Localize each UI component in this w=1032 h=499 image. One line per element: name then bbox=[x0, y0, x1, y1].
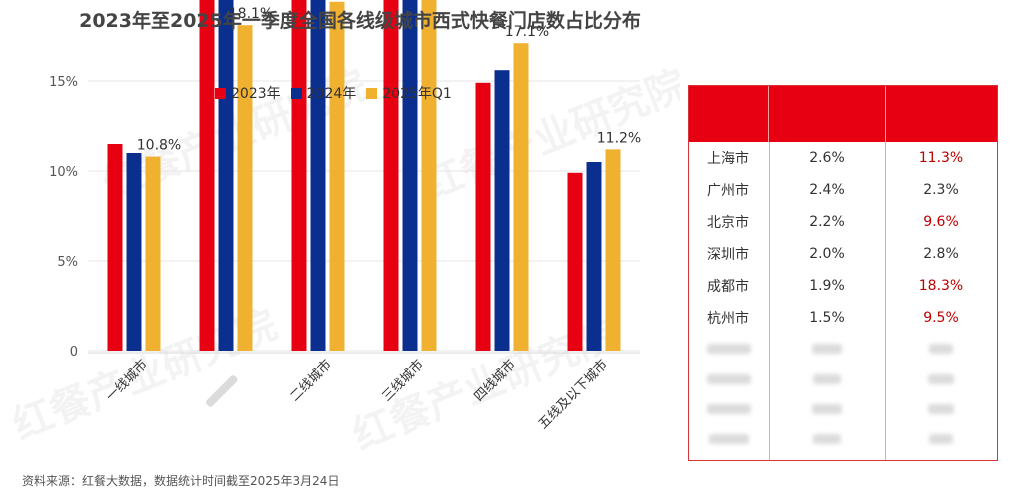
table-body: 上海市 2.6% 11.3% 广州市 2.4% 2.3% 北京市 2.2% 9.6% 深圳市 2.0… bbox=[689, 142, 997, 460]
table-row: 成都市 1.9% 18.3% bbox=[689, 270, 997, 302]
growth-cell: 18.3% bbox=[918, 278, 964, 294]
bar bbox=[291, 0, 307, 351]
table-rows: 上海市 2.6% 11.3% 广州市 2.4% 2.3% 北京市 2.2% 9.6% 深圳市 2.0… bbox=[689, 142, 997, 334]
obscured-rows bbox=[689, 334, 997, 454]
y-tick-label: 15% bbox=[49, 75, 78, 90]
bar bbox=[402, 0, 418, 352]
legend-swatch-2025q1 bbox=[366, 87, 378, 99]
city-cell: 杭州市 bbox=[707, 311, 749, 327]
city-ranking-table: 上海市 2.6% 11.3% 广州市 2.4% 2.3% 北京市 2.2% 9.6% 深圳市 2.0… bbox=[688, 85, 998, 461]
y-axis-ticks: 05%10%15%20% bbox=[49, 75, 78, 360]
legend-label-2023: 2023年 bbox=[231, 86, 281, 102]
table-row: 上海市 2.6% 11.3% bbox=[689, 142, 997, 174]
table-header bbox=[689, 86, 997, 142]
y-tick-label: 0 bbox=[70, 345, 78, 360]
table-row: 北京市 2.2% 9.6% bbox=[689, 206, 997, 238]
source-note: 资料来源：红餐大数据，数据统计时间截至2025年3月24日 bbox=[22, 474, 340, 488]
obscured-label bbox=[206, 375, 238, 407]
obscured-row bbox=[689, 424, 997, 454]
legend-swatch-2024 bbox=[290, 87, 302, 99]
legend-label-2025q1: 2025年Q1 bbox=[382, 86, 452, 102]
city-cell: 北京市 bbox=[707, 215, 749, 231]
growth-cell: 2.8% bbox=[923, 246, 959, 262]
column-divider bbox=[885, 142, 886, 460]
obscured-row bbox=[689, 364, 997, 394]
column-divider bbox=[769, 142, 770, 460]
data-label: 11.2% bbox=[597, 130, 641, 146]
bar bbox=[383, 0, 399, 351]
bars bbox=[107, 0, 621, 352]
bar bbox=[494, 70, 510, 351]
table-header-cell bbox=[886, 86, 997, 142]
city-cell: 深圳市 bbox=[707, 247, 749, 263]
value-cell: 1.5% bbox=[809, 310, 845, 326]
data-label: 10.8% bbox=[137, 138, 181, 154]
table-row: 深圳市 2.0% 2.8% bbox=[689, 238, 997, 270]
bar bbox=[567, 172, 583, 351]
growth-cell: 11.3% bbox=[918, 150, 964, 166]
legend-item-2023: 2023年 bbox=[215, 83, 281, 103]
bar bbox=[126, 153, 142, 351]
obscured-row bbox=[689, 394, 997, 424]
bar bbox=[421, 0, 437, 352]
legend: 2023年 2024年 2025年Q1 bbox=[215, 84, 452, 102]
bar-chart: 红餐产业研究院红餐产业研究院红餐产业研究院红餐产业研究院 05%10%15%20… bbox=[7, 0, 680, 459]
table-row: 广州市 2.4% 2.3% bbox=[689, 174, 997, 206]
bar bbox=[475, 82, 491, 352]
bar bbox=[218, 0, 234, 351]
table-header-cell bbox=[769, 86, 886, 142]
obscured-row bbox=[689, 334, 997, 364]
chart-title: 2023年至2025年一季度全国各线级城市西式快餐门店数占比分布 bbox=[79, 10, 641, 32]
bar bbox=[605, 149, 621, 351]
table-header-cell bbox=[689, 86, 770, 142]
y-tick-label: 5% bbox=[57, 255, 78, 270]
legend-label-2024: 2024年 bbox=[306, 86, 357, 102]
table-row: 杭州市 1.5% 9.5% bbox=[689, 302, 997, 334]
city-cell: 成都市 bbox=[707, 279, 749, 295]
legend-item-2024: 2024年 bbox=[290, 83, 357, 103]
growth-cell: 9.5% bbox=[923, 310, 959, 326]
city-cell: 广州市 bbox=[707, 183, 749, 199]
value-cell: 2.4% bbox=[809, 182, 845, 198]
value-cell: 2.0% bbox=[809, 246, 845, 262]
bar bbox=[237, 25, 253, 351]
bar bbox=[310, 0, 326, 351]
legend-swatch-2023 bbox=[215, 87, 226, 99]
data-label: 18.1% bbox=[229, 6, 273, 22]
legend-item-2025q1: 2025年Q1 bbox=[366, 83, 452, 103]
bar bbox=[513, 43, 529, 351]
data-labels: 10.8%18.1%19.4%23.4%17.1%11.2% bbox=[137, 6, 641, 154]
bar bbox=[199, 0, 215, 352]
x-tick-label: 二线城市 bbox=[287, 357, 335, 405]
growth-cell: 2.3% bbox=[923, 182, 959, 198]
y-tick-label: 10% bbox=[49, 165, 78, 180]
bar bbox=[145, 156, 161, 351]
city-cell: 上海市 bbox=[707, 151, 749, 167]
value-cell: 1.9% bbox=[809, 278, 845, 294]
bar bbox=[107, 144, 123, 351]
value-cell: 2.2% bbox=[809, 214, 845, 230]
data-label: 17.1% bbox=[505, 24, 549, 40]
bar bbox=[586, 162, 602, 351]
value-cell: 2.6% bbox=[809, 150, 845, 166]
gridlines bbox=[88, 80, 640, 354]
growth-cell: 9.6% bbox=[923, 214, 959, 230]
bar bbox=[329, 1, 345, 352]
